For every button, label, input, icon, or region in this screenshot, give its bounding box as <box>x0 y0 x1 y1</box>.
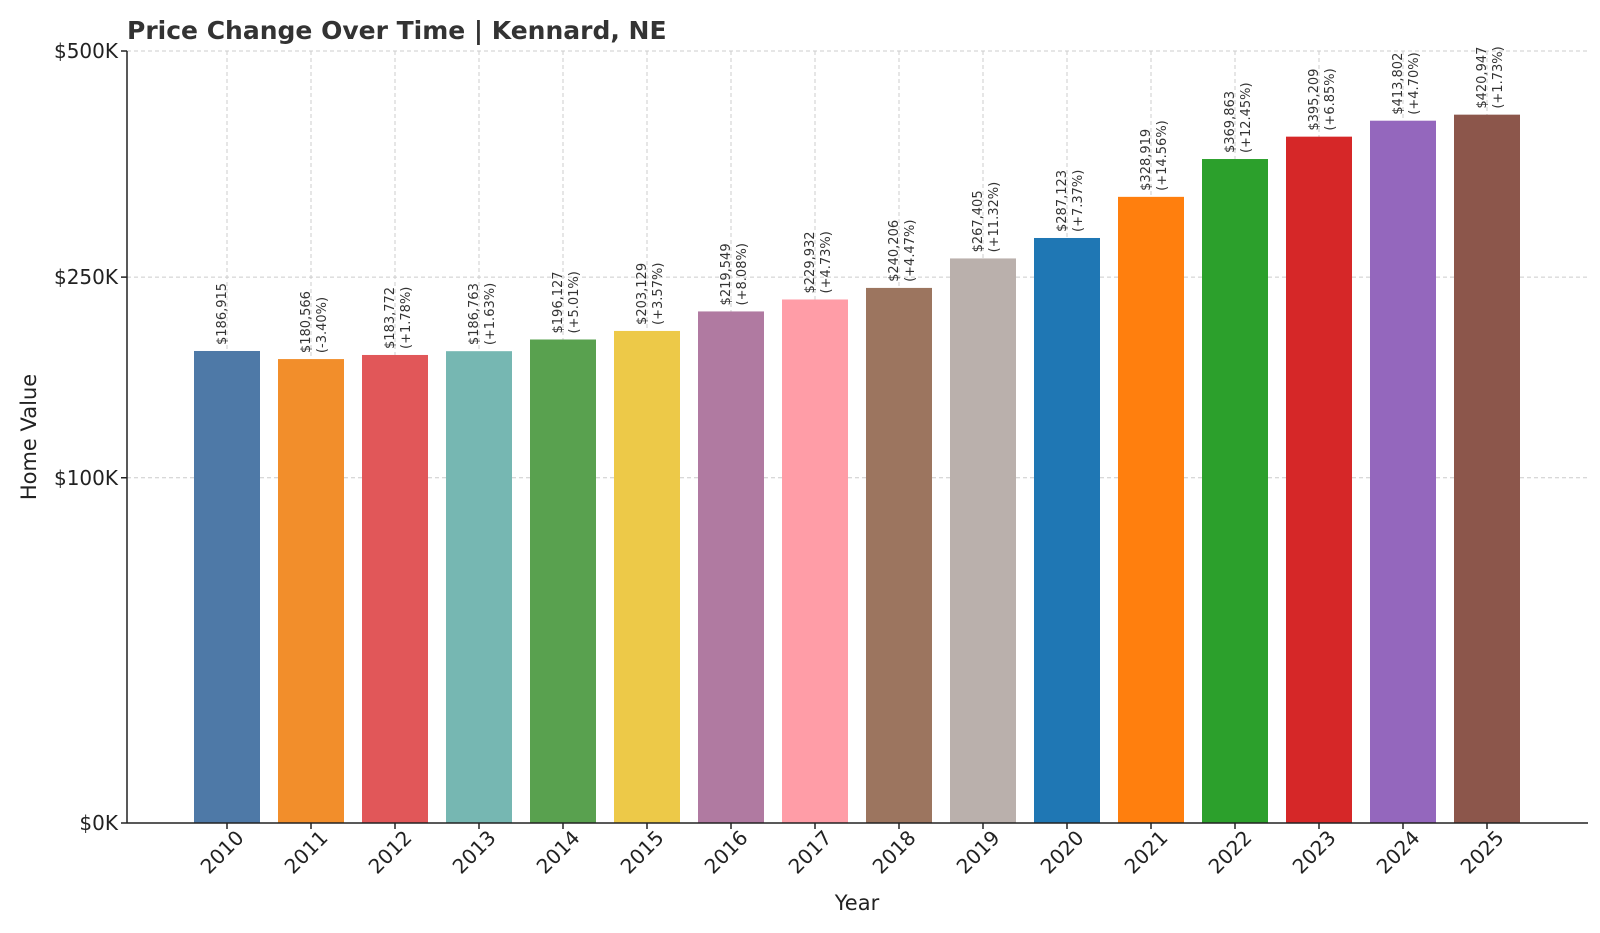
bar-2021 <box>1118 196 1184 824</box>
bar-2024 <box>1370 120 1436 823</box>
x-axis-label: Year <box>834 891 880 915</box>
bar-2019 <box>950 258 1016 823</box>
x-tick-label: 2017 <box>784 826 837 879</box>
bar-change-label: (+1.78%) <box>399 287 414 349</box>
bar-change-label: (+4.73%) <box>819 231 834 293</box>
bar-2018 <box>866 287 932 823</box>
bar-value-label: $328,919 <box>1139 129 1154 191</box>
bar-value-label: $287,123 <box>1055 170 1070 232</box>
x-tick-label: 2010 <box>196 826 249 879</box>
x-tick-label: 2023 <box>1288 826 1341 879</box>
bar-value-label: $203,129 <box>635 263 650 325</box>
bar-change-label: (+12.45%) <box>1239 82 1254 153</box>
x-tick-label: 2019 <box>952 826 1005 879</box>
y-tick-label: $500K <box>54 39 119 63</box>
x-tick-label: 2022 <box>1204 826 1257 879</box>
bar-change-label: (+4.70%) <box>1407 52 1422 114</box>
bar-change-label: (+3.57%) <box>651 263 666 325</box>
bar-change-label: (+11.32%) <box>987 182 1002 253</box>
bar-change-label: (+5.01%) <box>567 271 582 333</box>
bar-change-label: (+8.08%) <box>735 243 750 305</box>
bar-change-label: (+1.73%) <box>1491 46 1506 108</box>
chart-title: Price Change Over Time | Kennard, NE <box>127 16 667 45</box>
bar-2011 <box>278 359 344 823</box>
x-tick-label: 2014 <box>532 826 585 879</box>
bar-change-label: (+14.56%) <box>1155 120 1170 191</box>
bar-2012 <box>362 354 428 823</box>
bar-value-label: $219,549 <box>719 243 734 305</box>
bar-2013 <box>446 351 512 823</box>
bar-2016 <box>698 311 764 823</box>
y-tick-label: $100K <box>54 466 119 490</box>
x-tick-label: 2016 <box>700 826 753 879</box>
bar-value-label: $420,947 <box>1475 47 1490 109</box>
bar-change-label: (+4.47%) <box>903 220 918 282</box>
bar-change-label: (-3.40%) <box>315 297 330 353</box>
y-tick-label: $250K <box>54 265 119 289</box>
bar-change-label: (+6.85%) <box>1323 68 1338 130</box>
bar-2020 <box>1034 237 1100 823</box>
bar-value-label: $183,772 <box>383 287 398 349</box>
y-axis-ticks: $0K $100K $250K $500K <box>54 39 127 835</box>
bar-value-label: $186,763 <box>467 283 482 345</box>
x-tick-label: 2025 <box>1456 826 1509 879</box>
bar-value-label: $180,566 <box>299 291 314 353</box>
x-tick-label: 2012 <box>364 826 417 879</box>
x-tick-label: 2015 <box>616 826 669 879</box>
x-axis-ticks: 2010 2011 2012 2013 2014 2015 2016 2017 2018 2019… <box>196 823 1509 879</box>
bar-labels: $186,915 $180,566 (-3.40%) $183,772 (+1.78%)… <box>215 46 1506 353</box>
bar-value-label: $267,405 <box>971 190 986 252</box>
y-axis-label: Home Value <box>17 374 41 500</box>
bar-2015 <box>614 330 680 823</box>
x-tick-label: 2024 <box>1372 826 1425 879</box>
x-tick-label: 2020 <box>1036 826 1089 879</box>
bar-value-label: $196,127 <box>551 271 566 333</box>
bar-2017 <box>782 299 848 823</box>
x-tick-label: 2021 <box>1120 826 1173 879</box>
bar-value-label: $395,209 <box>1307 69 1322 131</box>
bar-value-label: $186,915 <box>215 283 230 345</box>
bars <box>194 114 1520 824</box>
bar-change-label: (+7.37%) <box>1071 170 1086 232</box>
bar-change-label: (+1.63%) <box>483 283 498 345</box>
bar-value-label: $229,932 <box>803 231 818 293</box>
y-tick-label: $0K <box>79 811 118 835</box>
bar-2025 <box>1454 114 1520 824</box>
bar-2022 <box>1202 159 1268 824</box>
bar-2014 <box>530 339 596 823</box>
x-tick-label: 2013 <box>448 826 501 879</box>
bar-value-label: $240,206 <box>887 220 902 282</box>
bar-2010 <box>194 350 260 823</box>
bar-2023 <box>1286 136 1352 823</box>
x-tick-label: 2018 <box>868 826 921 879</box>
bar-value-label: $413,802 <box>1391 53 1406 115</box>
x-tick-label: 2011 <box>280 826 333 879</box>
y-gridlines <box>127 50 1588 479</box>
bar-value-label: $369,863 <box>1223 91 1238 153</box>
